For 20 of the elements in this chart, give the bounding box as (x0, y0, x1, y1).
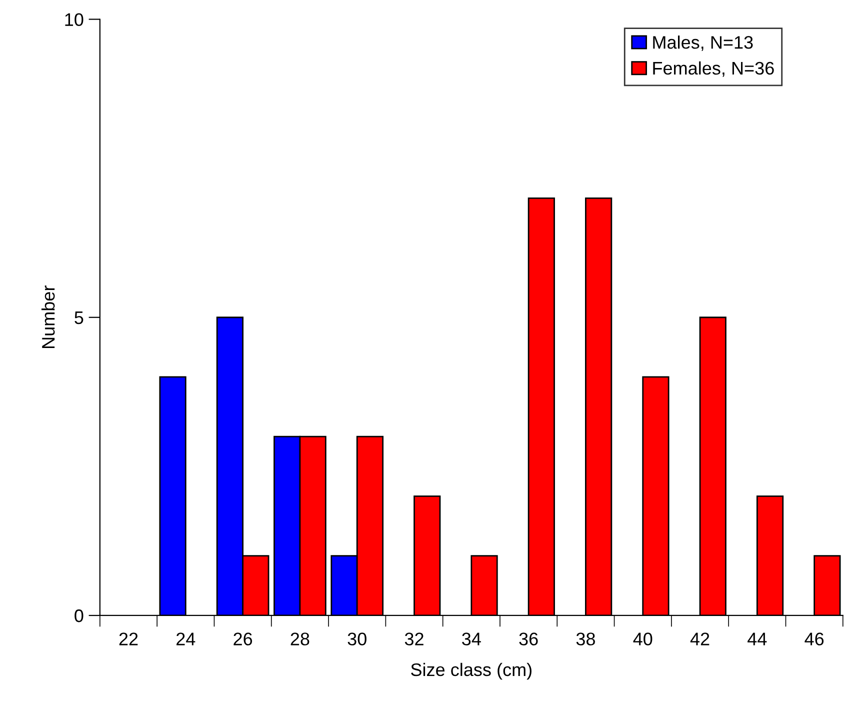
x-tick-label: 42 (690, 632, 710, 646)
y-tick-label: 10 (65, 13, 84, 26)
x-tick-label: 22 (119, 632, 138, 646)
x-tick-label: 28 (290, 632, 310, 646)
legend-label: Males, N=13 (653, 36, 753, 51)
y-tick-label: 5 (74, 311, 84, 324)
x-tick-label: 34 (462, 632, 481, 646)
x-tick-label: 32 (404, 632, 424, 646)
x-axis-title: Size class (cm) (411, 662, 532, 680)
x-tick-label: 38 (576, 632, 595, 646)
x-tick-label: 24 (176, 632, 196, 646)
x-tick-label: 40 (633, 632, 652, 646)
x-tick-label: 26 (234, 632, 252, 646)
x-tick-label: 30 (348, 632, 366, 646)
x-tick-label: 44 (748, 632, 767, 646)
y-tick-label: 0 (74, 609, 84, 622)
legend-label: Females, N=36 (653, 61, 774, 77)
y-axis-title: Number (41, 286, 55, 348)
x-tick-label: 36 (519, 632, 538, 646)
x-tick-label: 46 (804, 632, 824, 646)
